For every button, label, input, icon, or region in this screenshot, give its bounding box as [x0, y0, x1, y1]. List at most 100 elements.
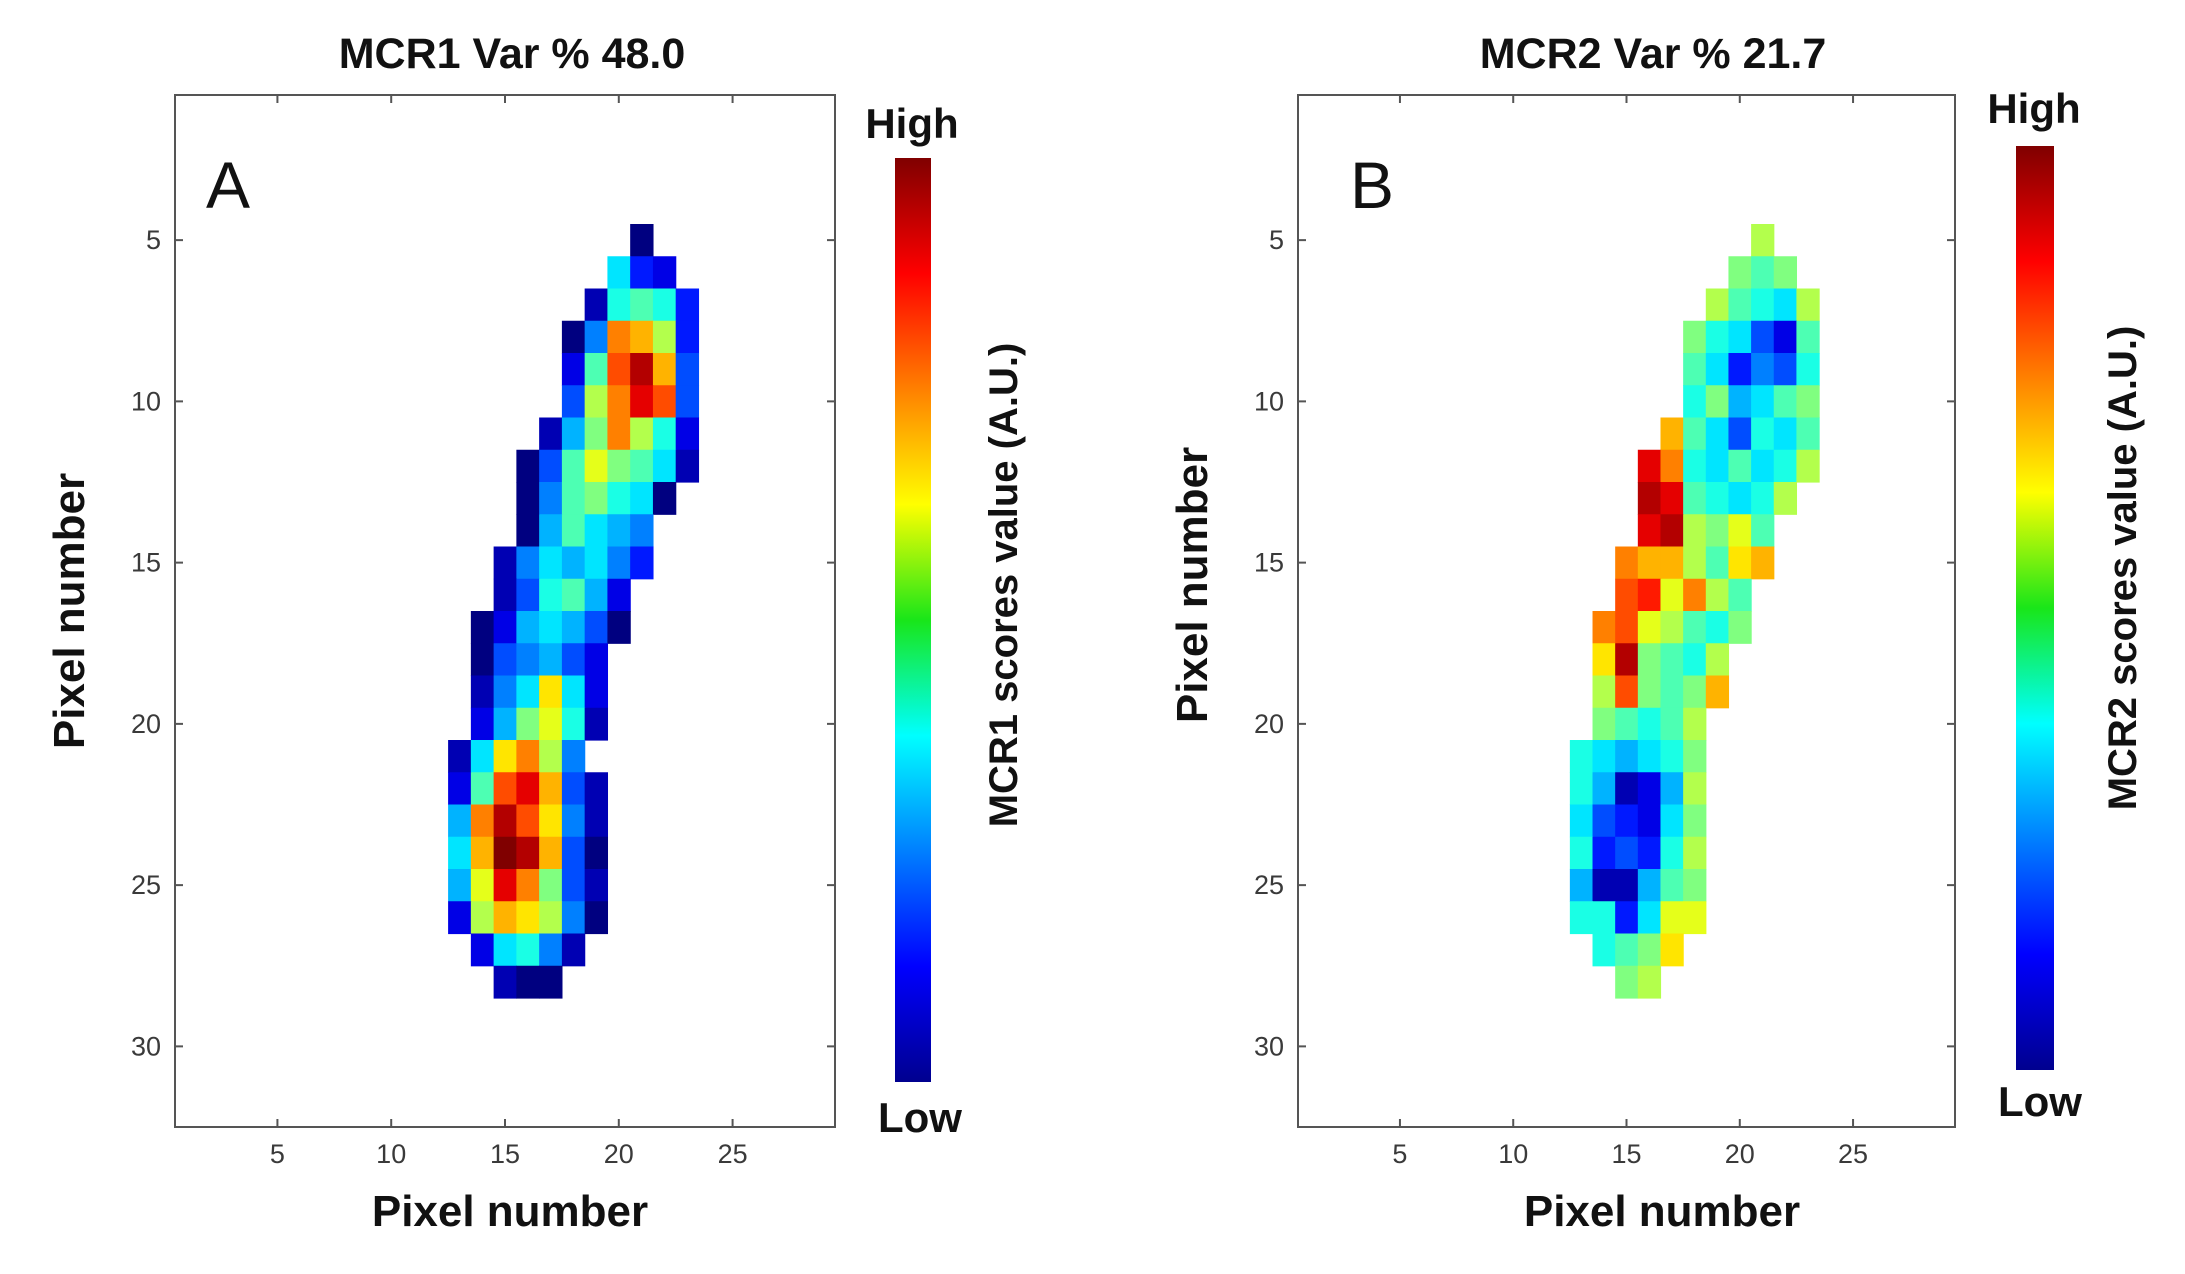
heatmap-cell: [1592, 804, 1616, 838]
heatmap-cell: [1705, 578, 1730, 612]
heatmap-cell: [584, 417, 609, 451]
heatmap-cell: [1705, 417, 1730, 451]
x-axis-label: Pixel number: [1524, 1187, 1800, 1236]
heatmap-cell: [1660, 417, 1684, 451]
colorbar-label: MCR2 scores value (A.U.): [2101, 326, 2145, 811]
heatmap-cell: [561, 933, 586, 967]
heatmap-cell: [1637, 611, 1662, 644]
heatmap-cell: [1683, 449, 1707, 483]
heatmap-cell: [630, 514, 654, 548]
heatmap-cell: [493, 611, 517, 644]
x-tick-label: 5: [1392, 1139, 1407, 1169]
heatmap-cell: [584, 514, 609, 548]
heatmap-cell: [493, 772, 517, 806]
heatmap-cell: [539, 643, 563, 677]
heatmap-cell: [516, 933, 540, 967]
heatmap-cell: [1705, 482, 1730, 515]
heatmap-cell: [630, 449, 654, 483]
x-tick-label: 15: [1611, 1139, 1641, 1169]
heatmap-cell: [1569, 836, 1594, 870]
heatmap-cell: [516, 772, 540, 806]
heatmap-cell: [607, 417, 631, 451]
heatmap-cell: [1683, 385, 1707, 419]
heatmap-cell: [1683, 675, 1707, 709]
colorbar-high-label: High: [865, 100, 958, 147]
heatmap-cell: [1660, 901, 1684, 935]
heatmap-cell: [1637, 707, 1662, 741]
heatmap-cell: [539, 482, 563, 515]
heatmap-cell: [470, 611, 495, 644]
heatmap-cell: [607, 320, 631, 354]
heatmap-cell: [1683, 611, 1707, 644]
heatmap-cell: [470, 901, 495, 935]
heatmap-cell: [561, 772, 586, 806]
heatmap-cell: [1637, 482, 1662, 515]
x-tick-label: 20: [1725, 1139, 1755, 1169]
heatmap-cell: [1705, 611, 1730, 644]
heatmap-cell: [1751, 449, 1775, 483]
heatmap-cell: [1660, 804, 1684, 838]
heatmap-cell: [675, 288, 700, 322]
heatmap-cell: [539, 675, 563, 709]
heatmap-cell: [1637, 836, 1662, 870]
y-tick-label: 5: [146, 225, 161, 255]
heatmap-cell: [1660, 546, 1684, 580]
heatmap-cell: [1728, 353, 1752, 386]
heatmap-cell: [1637, 901, 1662, 935]
heatmap-cell: [539, 869, 563, 902]
heatmap-cell: [516, 578, 540, 612]
y-ticks: 5 10 15 20 25 30: [131, 225, 835, 1061]
heatmap-cell: [652, 288, 677, 322]
heatmap-cell: [561, 675, 586, 709]
heatmap-cell: [1773, 417, 1798, 451]
heatmap-cell: [1683, 578, 1707, 612]
heatmap-cell: [516, 643, 540, 677]
heatmap-cell: [493, 869, 517, 902]
heatmap-cell: [584, 804, 609, 838]
heatmap-cell: [1637, 933, 1662, 967]
heatmap-cell: [1683, 546, 1707, 580]
heatmap-cell: [516, 707, 540, 741]
heatmap-cell: [539, 707, 563, 741]
x-ticks: 5 10 15 20 25: [270, 95, 748, 1169]
heatmap-cell: [1705, 514, 1730, 548]
heatmap-cell: [607, 256, 631, 290]
heatmap-cell: [607, 385, 631, 419]
heatmap-cell: [539, 836, 563, 870]
heatmap-cell: [1773, 353, 1798, 386]
x-ticks: 5 10 15 20 25: [1392, 95, 1868, 1169]
heatmap-cell: [1637, 449, 1662, 483]
panel-b: MCR2 Var % 21.7 B 5 10 15 20 25 51015202530 …: [1168, 30, 2145, 1236]
heatmap-cell: [1615, 578, 1639, 612]
heatmap-cell: [561, 417, 586, 451]
heatmap-cell: [675, 449, 700, 483]
y-axis-label: Pixel number: [1168, 447, 1217, 723]
heatmap-cell: [539, 578, 563, 612]
heatmap-cell: [448, 772, 472, 806]
heatmap-cell: [1683, 901, 1707, 935]
heatmap-cell: [1683, 482, 1707, 515]
heatmap-cell: [1660, 675, 1684, 709]
heatmap-cell: [1615, 933, 1639, 967]
heatmap-cell: [470, 869, 495, 902]
heatmap-cell: [1615, 836, 1639, 870]
heatmap-cell: [1615, 546, 1639, 580]
heatmap-cell: [1773, 482, 1798, 515]
heatmap-cell: [607, 353, 631, 386]
heatmap-cell: [1592, 675, 1616, 709]
colorbar-low-label: Low: [1998, 1078, 2082, 1125]
heatmap-cell: [675, 385, 700, 419]
heatmap-cells: [1569, 224, 1820, 999]
heatmap-cell: [493, 804, 517, 838]
heatmap-cell: [561, 740, 586, 773]
heatmap-cell: [584, 643, 609, 677]
heatmap-cell: [516, 546, 540, 580]
heatmap-cell: [470, 836, 495, 870]
panel-letter: B: [1350, 148, 1394, 222]
heatmap-cell: [1751, 385, 1775, 419]
heatmap-cell: [1705, 385, 1730, 419]
heatmap-cell: [1615, 804, 1639, 838]
heatmap-cell: [1660, 514, 1684, 548]
heatmap-cell: [1683, 740, 1707, 773]
heatmap-cell: [630, 320, 654, 354]
